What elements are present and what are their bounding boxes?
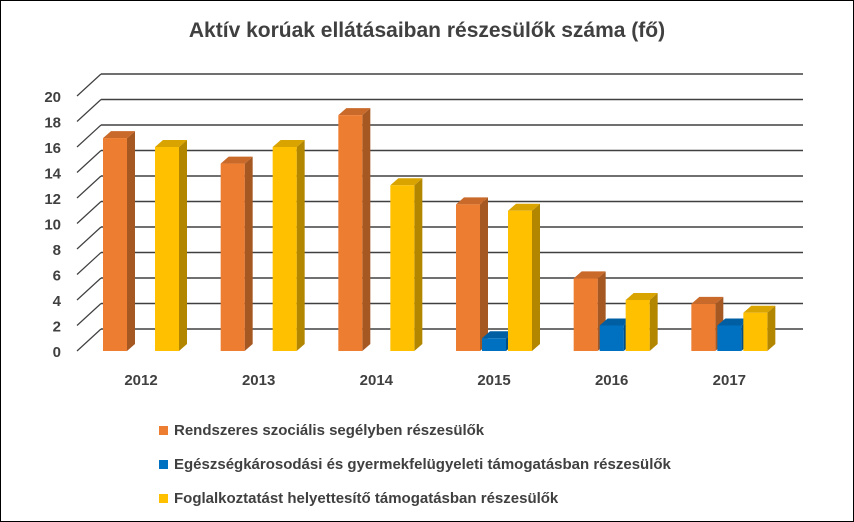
y-tick-label: 8 xyxy=(53,242,61,259)
y-tick-label: 16 xyxy=(44,140,61,157)
bar-top xyxy=(456,197,488,205)
bar-chart-3d: 0 2 4 6 8 10 12 14 16 18 20 2012 2013 2014 2015 2016 201… xyxy=(44,73,803,389)
gridline-depth xyxy=(76,73,102,97)
legend-label: Foglalkoztatást helyettesítő támogatásba… xyxy=(174,489,559,507)
legend-item-egeszsegkarosodasi: Egészségkárosodási és gyermekfelügyeleti… xyxy=(159,447,671,481)
gridline-depth xyxy=(76,201,102,224)
bar-side xyxy=(767,305,776,351)
y-tick-label: 18 xyxy=(44,115,61,132)
bar xyxy=(691,303,716,351)
x-tick-label: 2013 xyxy=(242,372,275,389)
y-tick-label: 0 xyxy=(53,344,61,361)
bar xyxy=(338,115,363,351)
legend-swatch-blue xyxy=(159,459,168,469)
bar xyxy=(220,163,245,351)
legend-item-rendszeres: Rendszeres szociális segélyben részesülő… xyxy=(159,413,671,447)
bar xyxy=(272,147,297,351)
x-tick-label: 2017 xyxy=(713,372,746,389)
bar-top xyxy=(103,131,135,139)
legend-swatch-yellow xyxy=(159,493,168,503)
gridline-depth xyxy=(76,252,102,275)
y-tick-label: 14 xyxy=(44,166,61,183)
bar-side xyxy=(480,197,488,351)
bar-top xyxy=(220,156,253,164)
bar-top xyxy=(482,331,514,339)
y-tick-label: 20 xyxy=(44,89,61,106)
bar-top xyxy=(599,318,632,326)
x-tick-label: 2016 xyxy=(595,372,628,389)
bar-side xyxy=(127,131,135,351)
bar xyxy=(508,210,532,351)
bar-top xyxy=(272,140,305,147)
bar xyxy=(456,204,480,351)
bar-top xyxy=(743,305,776,313)
bar-top xyxy=(338,108,371,116)
bar xyxy=(717,325,742,351)
chart-title: Aktív korúak ellátásaiban részesülők szá… xyxy=(188,19,666,42)
bar xyxy=(743,312,768,351)
bar-top xyxy=(573,271,606,279)
bar-side xyxy=(362,108,371,351)
bar xyxy=(625,300,650,351)
x-tick-label: 2014 xyxy=(360,372,394,389)
bar-top xyxy=(691,296,724,304)
gridline-depth xyxy=(76,99,102,122)
bar-top xyxy=(717,318,750,326)
gridline-depth xyxy=(76,150,102,173)
legend-label: Rendszeres szociális segélyben részesülő… xyxy=(174,421,485,439)
legend-label: Egészségkárosodási és gyermekfelügyeleti… xyxy=(174,455,671,473)
x-tick-label: 2015 xyxy=(477,372,510,389)
legend-item-foglalkoztatast: Foglalkoztatást helyettesítő támogatásba… xyxy=(159,481,671,515)
bar-side xyxy=(296,140,305,351)
y-tick-label: 6 xyxy=(53,268,61,285)
gridline-depth xyxy=(76,277,102,301)
bar-side xyxy=(532,203,540,351)
bar-top xyxy=(390,178,423,186)
legend-swatch-orange xyxy=(159,425,168,435)
bar-side xyxy=(414,178,423,351)
gridline-depth xyxy=(76,226,102,250)
gridline-depth xyxy=(76,328,102,352)
gridline-depth xyxy=(76,303,102,326)
x-tick-label: 2012 xyxy=(124,372,157,389)
gridline-depth xyxy=(76,175,102,199)
gridline-depth xyxy=(76,124,102,148)
bar xyxy=(573,278,598,351)
chart-legend: Rendszeres szociális segélyben részesülő… xyxy=(159,413,671,515)
y-tick-label: 4 xyxy=(53,293,62,310)
bar-side xyxy=(244,156,253,351)
bar xyxy=(482,338,506,351)
bar-top xyxy=(625,293,658,300)
y-tick-label: 10 xyxy=(44,217,61,234)
bar xyxy=(103,138,127,351)
bar-side xyxy=(179,140,187,351)
bar xyxy=(390,185,415,351)
y-tick-label: 12 xyxy=(44,191,61,208)
bar xyxy=(155,147,179,351)
bar-side xyxy=(649,293,658,351)
y-tick-label: 2 xyxy=(53,319,61,336)
bar-top xyxy=(155,140,187,147)
bar xyxy=(599,325,624,351)
bar-top xyxy=(508,203,540,211)
